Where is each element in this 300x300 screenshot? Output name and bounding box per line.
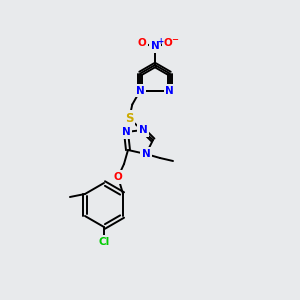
Text: +: + [157, 38, 163, 46]
Text: O: O [114, 172, 122, 182]
Text: N: N [142, 149, 150, 159]
Text: O: O [138, 38, 146, 48]
Text: S: S [125, 112, 134, 125]
Text: N: N [151, 41, 159, 51]
Text: Cl: Cl [98, 237, 110, 247]
Text: N: N [122, 127, 130, 137]
Text: O: O [164, 38, 172, 48]
Text: N: N [136, 85, 145, 95]
Text: −: − [172, 35, 178, 44]
Text: N: N [165, 85, 174, 95]
Text: N: N [139, 125, 147, 135]
